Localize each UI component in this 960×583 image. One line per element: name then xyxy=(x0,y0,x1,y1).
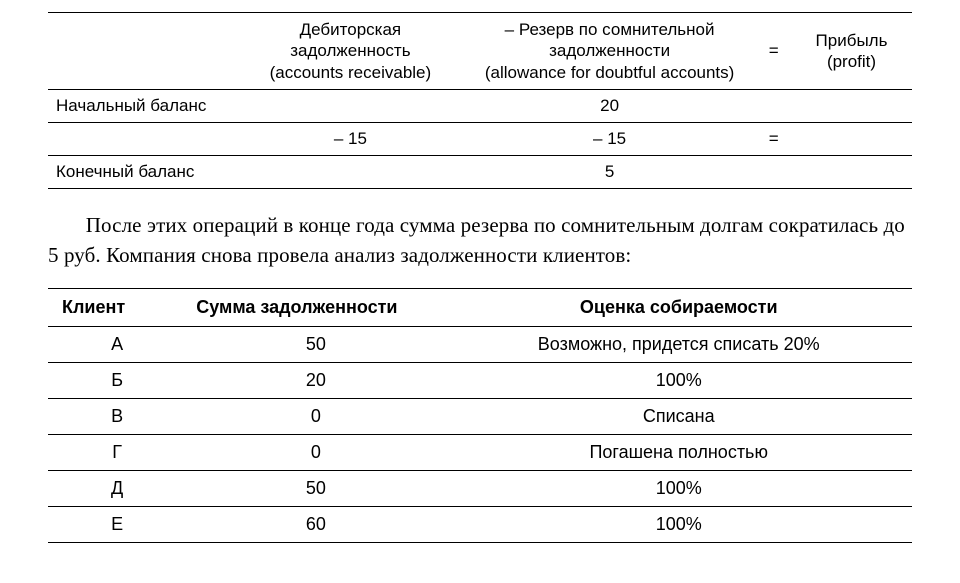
page: Дебиторская задолженность (accounts rece… xyxy=(0,0,960,567)
text: (accounts receivable) xyxy=(270,63,432,82)
balance-cell: 20 xyxy=(463,89,757,122)
assessment-cell: Возможно, придется списать 20% xyxy=(445,327,912,363)
balance-cell xyxy=(756,89,791,122)
body-paragraph: После этих операций в конце года сумма р… xyxy=(48,211,912,271)
balance-header-equals: = xyxy=(756,13,791,90)
table-row: Е 60 100% xyxy=(48,507,912,543)
balance-row: Начальный баланс 20 xyxy=(48,89,912,122)
balance-row-label xyxy=(48,122,238,155)
assessment-cell: 100% xyxy=(445,363,912,399)
client-cell: Б xyxy=(48,363,186,399)
balance-cell xyxy=(791,155,912,188)
client-cell: Д xyxy=(48,471,186,507)
amount-cell: 50 xyxy=(186,471,445,507)
clients-table-body: А 50 Возможно, придется списать 20% Б 20… xyxy=(48,327,912,543)
balance-cell: – 15 xyxy=(463,122,757,155)
client-cell: Г xyxy=(48,435,186,471)
balance-cell: – 15 xyxy=(238,122,463,155)
clients-header-client: Клиент xyxy=(48,289,186,327)
client-cell: В xyxy=(48,399,186,435)
assessment-cell: Погашена полностью xyxy=(445,435,912,471)
assessment-cell: 100% xyxy=(445,507,912,543)
clients-table: Клиент Сумма задолженности Оценка собира… xyxy=(48,288,912,543)
balance-table: Дебиторская задолженность (accounts rece… xyxy=(48,12,912,189)
text: задолженности xyxy=(549,41,670,60)
clients-header-row: Клиент Сумма задолженности Оценка собира… xyxy=(48,289,912,327)
balance-cell xyxy=(756,155,791,188)
balance-header-receivable: Дебиторская задолженность (accounts rece… xyxy=(238,13,463,90)
amount-cell: 0 xyxy=(186,399,445,435)
balance-cell xyxy=(238,89,463,122)
balance-row: – 15 – 15 = xyxy=(48,122,912,155)
balance-header-empty xyxy=(48,13,238,90)
table-row: В 0 Списана xyxy=(48,399,912,435)
clients-header-assessment: Оценка собираемости xyxy=(445,289,912,327)
balance-cell: = xyxy=(756,122,791,155)
balance-cell xyxy=(791,89,912,122)
amount-cell: 20 xyxy=(186,363,445,399)
table-row: Г 0 Погашена полностью xyxy=(48,435,912,471)
balance-cell: 5 xyxy=(463,155,757,188)
amount-cell: 0 xyxy=(186,435,445,471)
balance-table-body: Начальный баланс 20 – 15 – 15 = Конечный… xyxy=(48,89,912,188)
text: – Резерв по сомнительной xyxy=(505,20,715,39)
client-cell: Е xyxy=(48,507,186,543)
text: Дебиторская задолженность xyxy=(290,20,410,60)
amount-cell: 50 xyxy=(186,327,445,363)
balance-table-header-row: Дебиторская задолженность (accounts rece… xyxy=(48,13,912,90)
balance-row: Конечный баланс 5 xyxy=(48,155,912,188)
balance-header-allowance: – Резерв по сомнительной задолженности (… xyxy=(463,13,757,90)
balance-row-label: Конечный баланс xyxy=(48,155,238,188)
balance-cell xyxy=(791,122,912,155)
amount-cell: 60 xyxy=(186,507,445,543)
table-row: А 50 Возможно, придется списать 20% xyxy=(48,327,912,363)
assessment-cell: 100% xyxy=(445,471,912,507)
text: (allowance for doubtful accounts) xyxy=(485,63,734,82)
client-cell: А xyxy=(48,327,186,363)
balance-row-label: Начальный баланс xyxy=(48,89,238,122)
balance-cell xyxy=(238,155,463,188)
table-row: Д 50 100% xyxy=(48,471,912,507)
table-row: Б 20 100% xyxy=(48,363,912,399)
assessment-cell: Списана xyxy=(445,399,912,435)
clients-header-amount: Сумма задолженности xyxy=(186,289,445,327)
balance-header-profit: Прибыль (profit) xyxy=(791,13,912,90)
